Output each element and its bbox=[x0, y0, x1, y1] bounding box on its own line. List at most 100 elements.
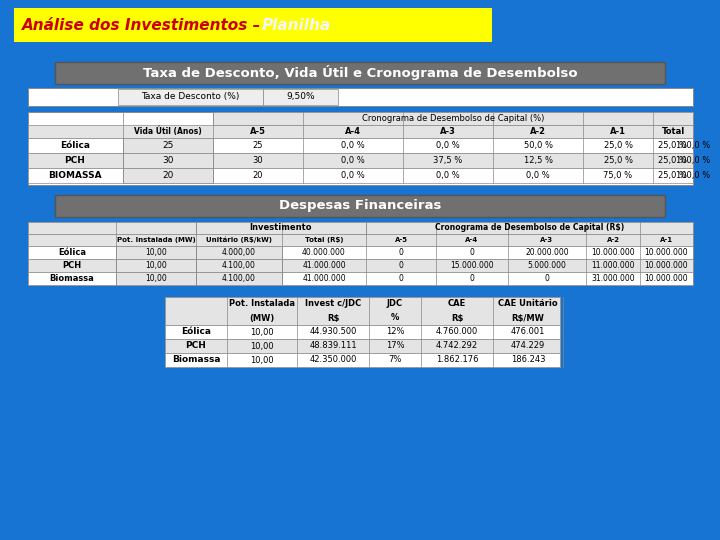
Bar bbox=[14, 8, 492, 42]
Bar bbox=[28, 168, 693, 183]
Text: (MW): (MW) bbox=[249, 314, 274, 322]
Text: 4.000,00: 4.000,00 bbox=[222, 248, 256, 257]
Text: Total: Total bbox=[662, 127, 685, 136]
Bar bbox=[28, 234, 693, 246]
Text: 4.100,00: 4.100,00 bbox=[222, 274, 256, 283]
Bar bbox=[196, 259, 282, 272]
Bar bbox=[165, 297, 560, 325]
Text: 7%: 7% bbox=[388, 355, 402, 364]
Bar bbox=[263, 89, 338, 105]
Text: Análise dos Investimentos –: Análise dos Investimentos – bbox=[22, 17, 266, 32]
Text: Eólica: Eólica bbox=[181, 327, 211, 336]
Text: 10,00: 10,00 bbox=[145, 248, 167, 257]
Text: 0,0 %: 0,0 % bbox=[526, 171, 550, 180]
Text: JDC: JDC bbox=[387, 300, 403, 308]
Text: 25,0 %: 25,0 % bbox=[603, 156, 632, 165]
Text: 50,0 %: 50,0 % bbox=[523, 141, 552, 150]
Text: PCH: PCH bbox=[63, 261, 81, 270]
Text: Total (R$): Total (R$) bbox=[305, 237, 343, 243]
Text: 25: 25 bbox=[253, 141, 264, 150]
Text: 0,0 %: 0,0 % bbox=[436, 141, 460, 150]
Text: 0,0 %: 0,0 % bbox=[341, 141, 365, 150]
Text: 0,0 %: 0,0 % bbox=[341, 171, 365, 180]
Text: 44.930.500: 44.930.500 bbox=[310, 327, 356, 336]
Text: 4.100,00: 4.100,00 bbox=[222, 261, 256, 270]
Text: 25,0 %: 25,0 % bbox=[659, 141, 688, 150]
Text: 5.000.000: 5.000.000 bbox=[528, 261, 567, 270]
Text: 75,0 %: 75,0 % bbox=[603, 171, 633, 180]
Text: 0,0 %: 0,0 % bbox=[341, 156, 365, 165]
Bar bbox=[165, 297, 560, 367]
Text: 41.000.000: 41.000.000 bbox=[302, 274, 346, 283]
Bar bbox=[116, 259, 196, 272]
Bar bbox=[116, 272, 196, 285]
Bar bbox=[28, 222, 693, 234]
Bar bbox=[28, 153, 693, 168]
Text: A-3: A-3 bbox=[440, 127, 456, 136]
Bar bbox=[28, 259, 693, 272]
Text: 25: 25 bbox=[162, 141, 174, 150]
Text: 12%: 12% bbox=[386, 327, 404, 336]
Text: 0: 0 bbox=[399, 261, 403, 270]
Text: 42.350.000: 42.350.000 bbox=[310, 355, 356, 364]
Bar bbox=[123, 138, 213, 153]
Bar bbox=[123, 153, 213, 168]
Text: Invest c/JDC: Invest c/JDC bbox=[305, 300, 361, 308]
Text: 186.243: 186.243 bbox=[510, 355, 545, 364]
Text: 1.862.176: 1.862.176 bbox=[436, 355, 478, 364]
Text: A-2: A-2 bbox=[530, 127, 546, 136]
Text: 37,5 %: 37,5 % bbox=[433, 156, 463, 165]
Bar bbox=[118, 89, 263, 105]
Text: 9,50%: 9,50% bbox=[286, 92, 315, 102]
Text: Biomassa: Biomassa bbox=[172, 355, 220, 364]
Text: Eólica: Eólica bbox=[58, 248, 86, 257]
Text: Unitário (R$/kW): Unitário (R$/kW) bbox=[206, 237, 272, 243]
Text: 100,0 %: 100,0 % bbox=[676, 171, 710, 180]
Text: A-4: A-4 bbox=[465, 237, 479, 243]
Text: 10,00: 10,00 bbox=[145, 261, 167, 270]
Bar bbox=[28, 125, 693, 138]
Bar bbox=[213, 112, 693, 125]
Bar bbox=[55, 195, 665, 217]
Text: 15.000.000: 15.000.000 bbox=[450, 261, 494, 270]
Bar bbox=[28, 138, 693, 153]
Text: 17%: 17% bbox=[386, 341, 405, 350]
Text: 10.000.000: 10.000.000 bbox=[644, 261, 688, 270]
Text: A-3: A-3 bbox=[541, 237, 554, 243]
Text: 20.000.000: 20.000.000 bbox=[525, 248, 569, 257]
Text: Eólica: Eólica bbox=[60, 141, 90, 150]
Text: Taxa de Desconto, Vida Útil e Cronograma de Desembolso: Taxa de Desconto, Vida Útil e Cronograma… bbox=[143, 65, 577, 80]
Text: 0: 0 bbox=[544, 274, 549, 283]
Text: 10,00: 10,00 bbox=[250, 341, 274, 350]
Bar bbox=[28, 88, 693, 106]
Text: 100,0 %: 100,0 % bbox=[676, 141, 710, 150]
Text: 0: 0 bbox=[399, 274, 403, 283]
Bar bbox=[116, 246, 196, 259]
Text: 10.000.000: 10.000.000 bbox=[644, 248, 688, 257]
Text: 25,0 %: 25,0 % bbox=[659, 156, 688, 165]
Text: Pot. Instalada: Pot. Instalada bbox=[229, 300, 295, 308]
Text: Biomassa: Biomassa bbox=[50, 274, 94, 283]
Bar bbox=[28, 112, 693, 185]
Text: 40.000.000: 40.000.000 bbox=[302, 248, 346, 257]
Text: 25,0 %: 25,0 % bbox=[603, 141, 632, 150]
Text: 41.000.000: 41.000.000 bbox=[302, 261, 346, 270]
Bar bbox=[28, 246, 693, 259]
Text: 25,0 %: 25,0 % bbox=[659, 171, 688, 180]
Text: 10,00: 10,00 bbox=[145, 274, 167, 283]
Text: 0: 0 bbox=[399, 248, 403, 257]
Text: BIOMASSA: BIOMASSA bbox=[48, 171, 102, 180]
Text: 0: 0 bbox=[469, 274, 474, 283]
Text: A-1: A-1 bbox=[610, 127, 626, 136]
Text: 10,00: 10,00 bbox=[250, 327, 274, 336]
Bar bbox=[28, 272, 693, 285]
Text: Cronograma de Desembolso de Capital (%): Cronograma de Desembolso de Capital (%) bbox=[362, 114, 544, 123]
Text: CAE: CAE bbox=[448, 300, 466, 308]
Text: R$/MW: R$/MW bbox=[512, 314, 544, 322]
Text: 20: 20 bbox=[253, 171, 264, 180]
Text: %: % bbox=[391, 314, 399, 322]
Text: Pot. Instalada (MW): Pot. Instalada (MW) bbox=[117, 237, 195, 243]
Text: Vida Útil (Anos): Vida Útil (Anos) bbox=[134, 127, 202, 136]
Bar bbox=[123, 168, 213, 183]
Bar bbox=[196, 246, 282, 259]
